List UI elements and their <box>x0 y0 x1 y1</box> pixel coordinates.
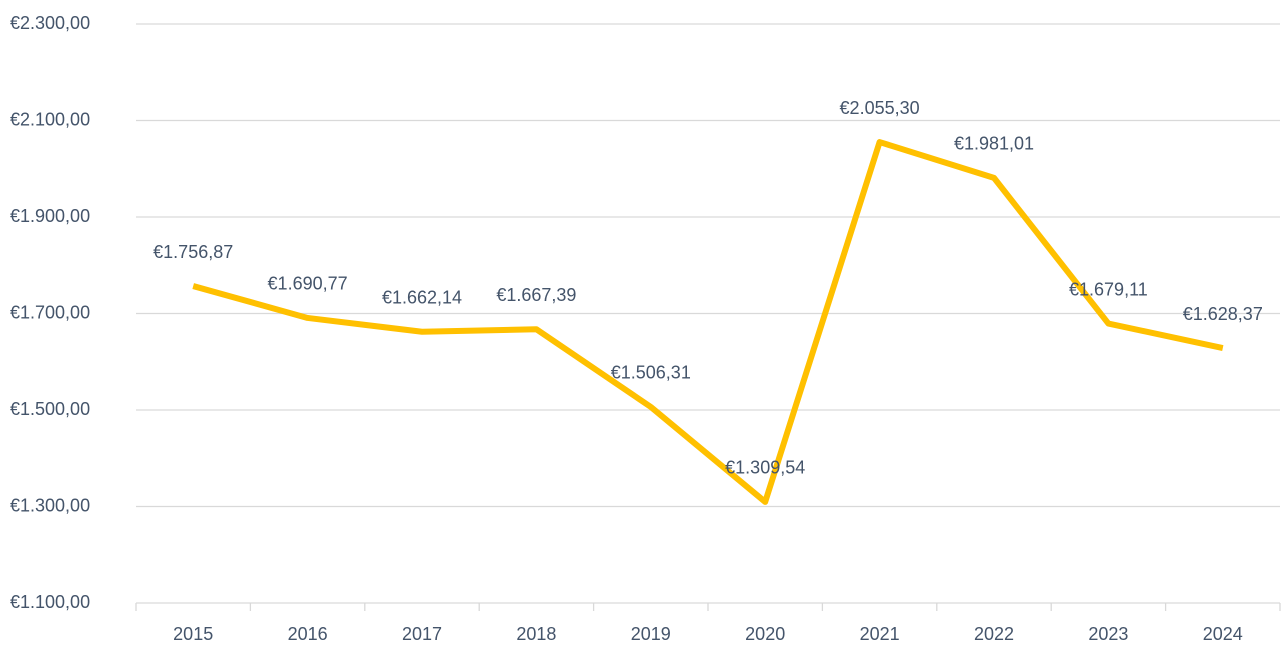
data-label: €2.055,30 <box>840 98 920 118</box>
data-label: €1.756,87 <box>153 242 233 262</box>
x-tick-label: 2021 <box>860 624 900 644</box>
data-label: €1.506,31 <box>611 363 691 383</box>
data-label: €1.667,39 <box>496 285 576 305</box>
data-label: €1.628,37 <box>1183 304 1263 324</box>
y-tick-label: €1.500,00 <box>10 399 90 419</box>
data-label: €1.690,77 <box>268 274 348 294</box>
x-tick-label: 2015 <box>173 624 213 644</box>
x-tick-label: 2018 <box>516 624 556 644</box>
x-tick-label: 2020 <box>745 624 785 644</box>
x-tick-label: 2023 <box>1088 624 1128 644</box>
data-label: €1.662,14 <box>382 288 462 308</box>
data-line <box>192 139 1224 505</box>
y-tick-label: €1.100,00 <box>10 592 90 612</box>
y-tick-label: €1.700,00 <box>10 302 90 322</box>
x-tick-label: 2022 <box>974 624 1014 644</box>
x-tick-label: 2016 <box>288 624 328 644</box>
x-tick-label: 2019 <box>631 624 671 644</box>
y-tick-label: €1.900,00 <box>10 206 90 226</box>
data-label: €1.679,11 <box>1069 279 1148 299</box>
x-tick-label: 2024 <box>1203 624 1243 644</box>
data-label: €1.981,01 <box>954 134 1034 154</box>
y-tick-label: €1.300,00 <box>10 495 90 515</box>
x-tick-label: 2017 <box>402 624 442 644</box>
y-tick-label: €2.100,00 <box>10 109 90 129</box>
data-label: €1.309,54 <box>725 458 805 478</box>
y-tick-label: €2.300,00 <box>10 13 90 33</box>
